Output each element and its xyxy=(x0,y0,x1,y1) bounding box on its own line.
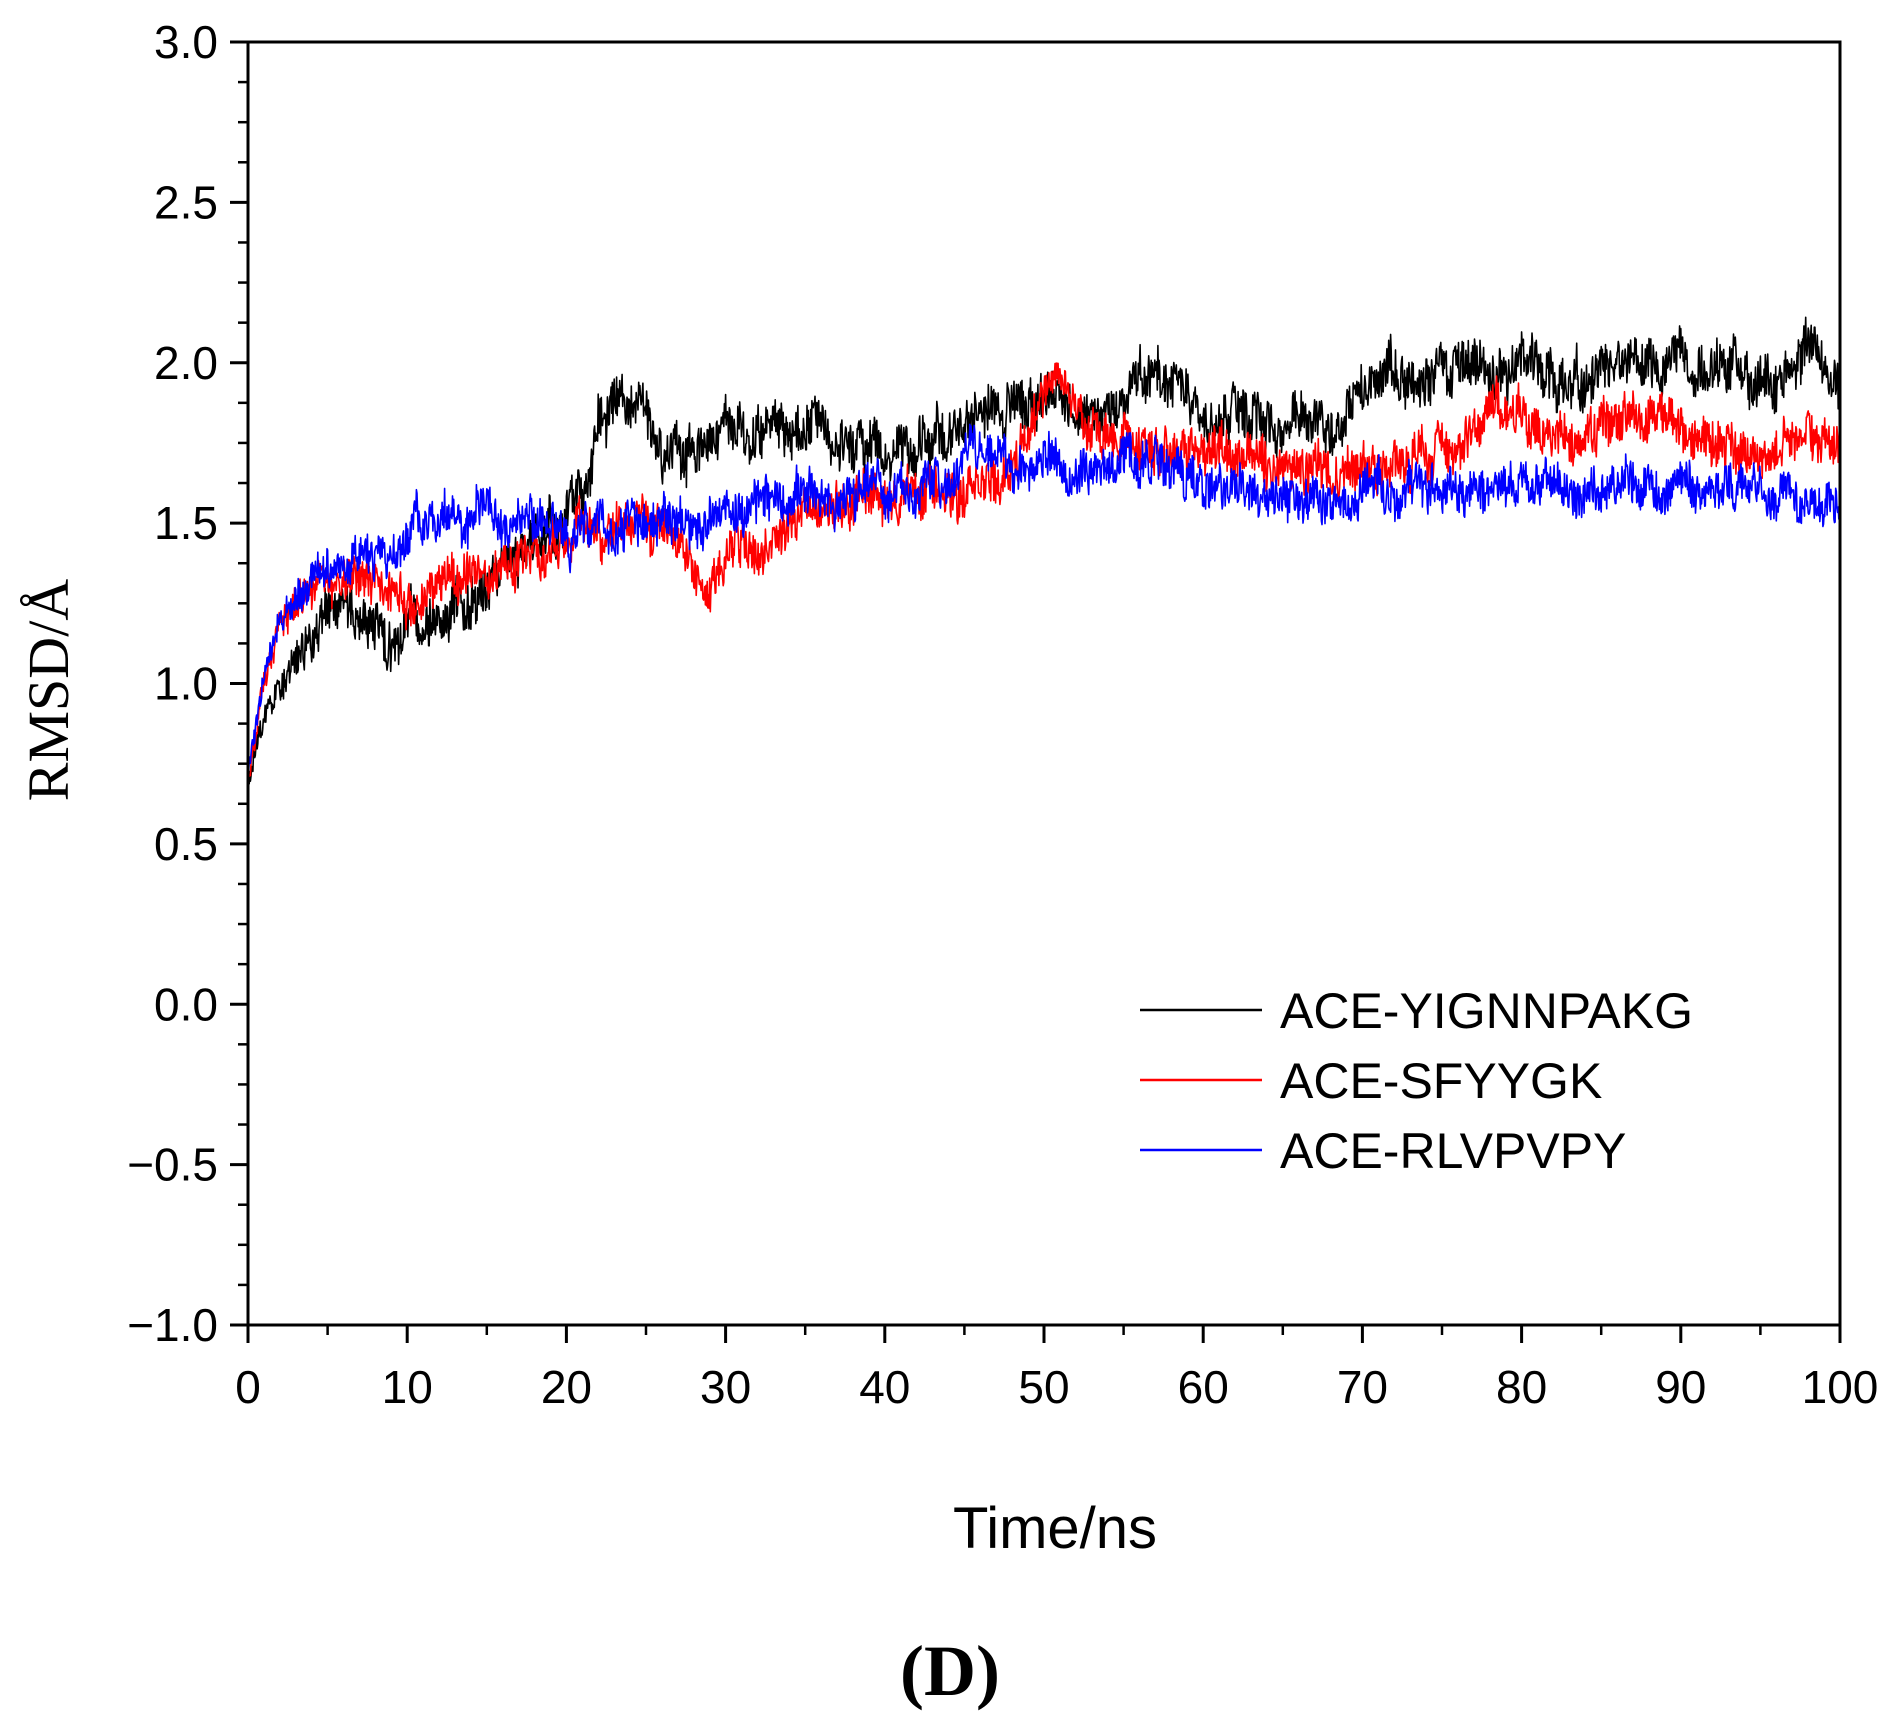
y-tick-label: −1.0 xyxy=(127,1299,218,1351)
x-tick-label: 60 xyxy=(1178,1361,1229,1413)
legend: ACE-YIGNNPAKG ACE-SFYYGK ACE-RLVPVPY xyxy=(1140,983,1693,1179)
y-tick-label: 3.0 xyxy=(154,16,218,68)
x-tick-label: 70 xyxy=(1337,1361,1388,1413)
x-axis: 0 10 20 30 40 50 60 70 80 90 100 xyxy=(235,1325,1878,1413)
x-tick-label: 0 xyxy=(235,1361,261,1413)
y-tick-label: 0.5 xyxy=(154,818,218,870)
y-tick-label: 1.0 xyxy=(154,658,218,710)
x-tick-label: 40 xyxy=(859,1361,910,1413)
panel-label: (D) xyxy=(900,1631,1000,1711)
y-tick-label: −0.5 xyxy=(127,1139,218,1191)
x-tick-label: 90 xyxy=(1655,1361,1706,1413)
x-tick-label: 50 xyxy=(1018,1361,1069,1413)
x-tick-label: 100 xyxy=(1802,1361,1879,1413)
series-layer xyxy=(247,316,1841,785)
x-tick-label: 20 xyxy=(541,1361,592,1413)
y-tick-label: 0.0 xyxy=(154,978,218,1030)
y-axis: −1.0 −0.5 0.0 0.5 1.0 1.5 2.0 2.5 3.0 xyxy=(127,16,248,1351)
y-tick-label: 1.5 xyxy=(154,497,218,549)
series-line-2 xyxy=(247,362,1841,780)
x-tick-label: 80 xyxy=(1496,1361,1547,1413)
x-tick-label: 10 xyxy=(382,1361,433,1413)
y-tick-label: 2.5 xyxy=(154,176,218,228)
plot-frame xyxy=(246,40,1842,1327)
y-tick-label: 2.0 xyxy=(154,337,218,389)
legend-label: ACE-YIGNNPAKG xyxy=(1280,983,1693,1039)
legend-label: ACE-SFYYGK xyxy=(1280,1053,1602,1109)
legend-label: ACE-RLVPVPY xyxy=(1280,1123,1626,1179)
x-tick-label: 30 xyxy=(700,1361,751,1413)
x-axis-title: Time/ns xyxy=(953,1496,1157,1561)
series-line-3 xyxy=(247,423,1841,775)
y-axis-title: RMSD/Å xyxy=(16,579,81,802)
